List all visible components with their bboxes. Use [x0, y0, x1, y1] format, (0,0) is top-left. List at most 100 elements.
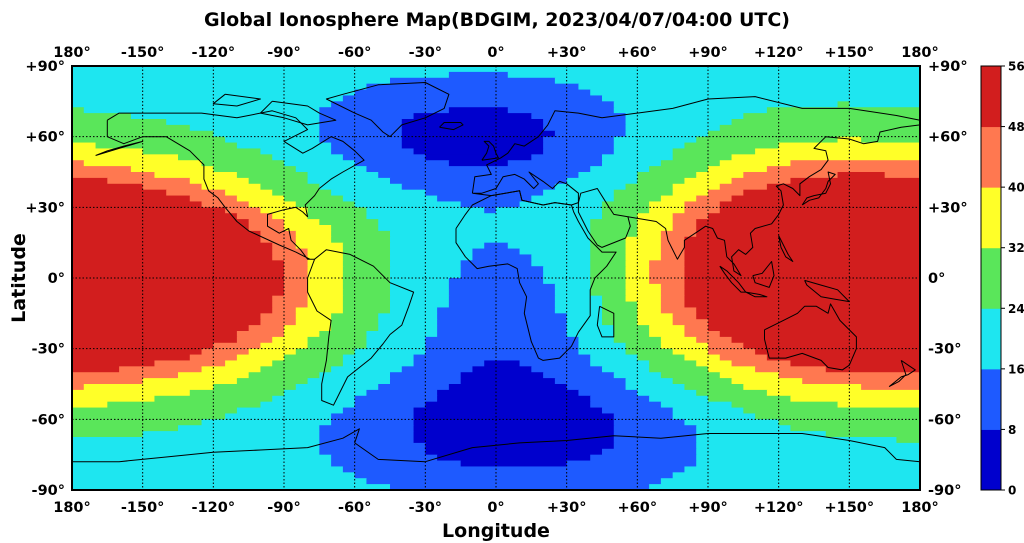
heatmap-cell — [284, 272, 309, 279]
heatmap-cell — [637, 307, 662, 314]
heatmap-cell — [319, 425, 415, 432]
heatmap-cell — [649, 207, 686, 214]
heatmap-cell — [708, 189, 744, 197]
x-tick-label-bottom: -30° — [409, 500, 442, 516]
heatmap-cell — [837, 172, 886, 179]
heatmap-cell — [378, 319, 438, 326]
heatmap-cell — [342, 195, 438, 203]
heatmap-cell — [342, 466, 686, 473]
heatmap-cell — [625, 378, 674, 385]
heatmap-cell — [590, 278, 627, 285]
heatmap-cell — [236, 407, 344, 415]
heatmap-cell — [460, 372, 544, 379]
heatmap-cell — [342, 260, 391, 267]
heatmap-cell — [566, 384, 627, 391]
heatmap-cell — [755, 413, 921, 420]
heatmap-cell — [72, 413, 226, 420]
heatmap-cell — [790, 177, 921, 185]
heatmap-cell — [448, 289, 556, 297]
heatmap-cell — [672, 183, 721, 191]
x-axis-label: Longitude — [442, 520, 550, 542]
heatmap-cell — [708, 342, 744, 350]
heatmap-cell — [625, 283, 662, 291]
heatmap-cell — [778, 142, 921, 150]
heatmap-cell — [625, 289, 662, 297]
heatmap-cell — [390, 301, 450, 309]
heatmap-cell — [802, 378, 921, 385]
heatmap-cell — [425, 442, 615, 450]
heatmap-cell — [390, 283, 450, 291]
heatmap-cell — [307, 172, 379, 179]
heatmap-cell — [660, 230, 697, 238]
heatmap-cell — [354, 395, 438, 403]
heatmap-cell — [460, 201, 521, 208]
heatmap-cell — [613, 413, 674, 420]
heatmap-cell — [660, 289, 686, 297]
heatmap-cell — [790, 425, 921, 432]
heatmap-cell — [578, 336, 615, 344]
heatmap-cell — [672, 348, 709, 356]
heatmap-cell — [72, 101, 332, 108]
heatmap-cell — [755, 348, 921, 356]
coastline — [307, 249, 415, 406]
heatmap-cell — [295, 348, 356, 356]
x-tick-label-bottom: 0° — [487, 500, 504, 516]
heatmap-cell — [766, 389, 921, 397]
heatmap-cell — [72, 166, 132, 173]
heatmap-cell — [225, 207, 262, 214]
heatmap-cell — [236, 195, 285, 203]
heatmap-cell — [307, 260, 344, 267]
heatmap-cell — [319, 331, 368, 338]
heatmap-cell — [696, 442, 921, 450]
heatmap-cell — [507, 160, 603, 167]
heatmap-cell — [602, 213, 638, 220]
heatmap-cell — [201, 348, 250, 356]
heatmap-cell — [319, 113, 415, 120]
heatmap-cell — [837, 401, 921, 409]
heatmap-cell — [354, 348, 426, 356]
heatmap-cell — [72, 454, 332, 462]
heatmap-cell — [284, 195, 344, 203]
heatmap-cell — [354, 401, 426, 409]
heatmap-cell — [390, 272, 462, 279]
colorbar-segment — [981, 308, 1001, 370]
heatmap-cell — [342, 272, 391, 279]
heatmap-cell — [460, 266, 544, 273]
axis-ticks: 180° 180° -150° -150° -120° -120° -90° -90° -60°… — [25, 45, 967, 516]
heatmap-cell — [590, 272, 627, 279]
heatmap-cell — [437, 325, 568, 332]
x-tick-label-bottom: -150° — [121, 500, 165, 516]
heatmap-cell — [213, 342, 262, 350]
coastline — [325, 82, 450, 138]
heatmap-cell — [519, 201, 603, 208]
heatmap-cell — [425, 401, 591, 409]
heatmap-cell — [837, 101, 850, 108]
heatmap-cell — [825, 431, 921, 438]
heatmap-cell — [708, 325, 921, 332]
heatmap-cell — [425, 154, 532, 161]
heatmap-cell — [554, 301, 603, 309]
heatmap-cell — [413, 360, 485, 367]
heatmap-cell — [778, 419, 921, 426]
heatmap-cell — [660, 295, 686, 303]
heatmap-cell — [248, 219, 285, 226]
heatmap-cell — [72, 195, 191, 203]
heatmap-cell — [166, 119, 320, 126]
heatmap-cell — [342, 242, 391, 250]
heatmap-cell — [72, 254, 273, 261]
colorbar-tick-label: 8 — [1008, 423, 1016, 437]
heatmap-cell — [719, 183, 768, 191]
colorbar-tick-label: 24 — [1008, 302, 1024, 316]
heatmap-cell — [660, 478, 921, 485]
heatmap-cell — [272, 254, 309, 261]
heatmap-cell — [625, 348, 674, 356]
heatmap-cell — [590, 354, 638, 362]
heatmap-cell — [448, 283, 556, 291]
heatmap-cell — [649, 366, 709, 373]
coastline — [212, 93, 261, 107]
heatmap-cell — [272, 213, 309, 220]
heatmap-cell — [625, 384, 686, 391]
heatmap-cell — [236, 142, 332, 150]
y-tick-label-right: +60° — [928, 130, 968, 146]
heatmap-cell — [566, 177, 638, 185]
